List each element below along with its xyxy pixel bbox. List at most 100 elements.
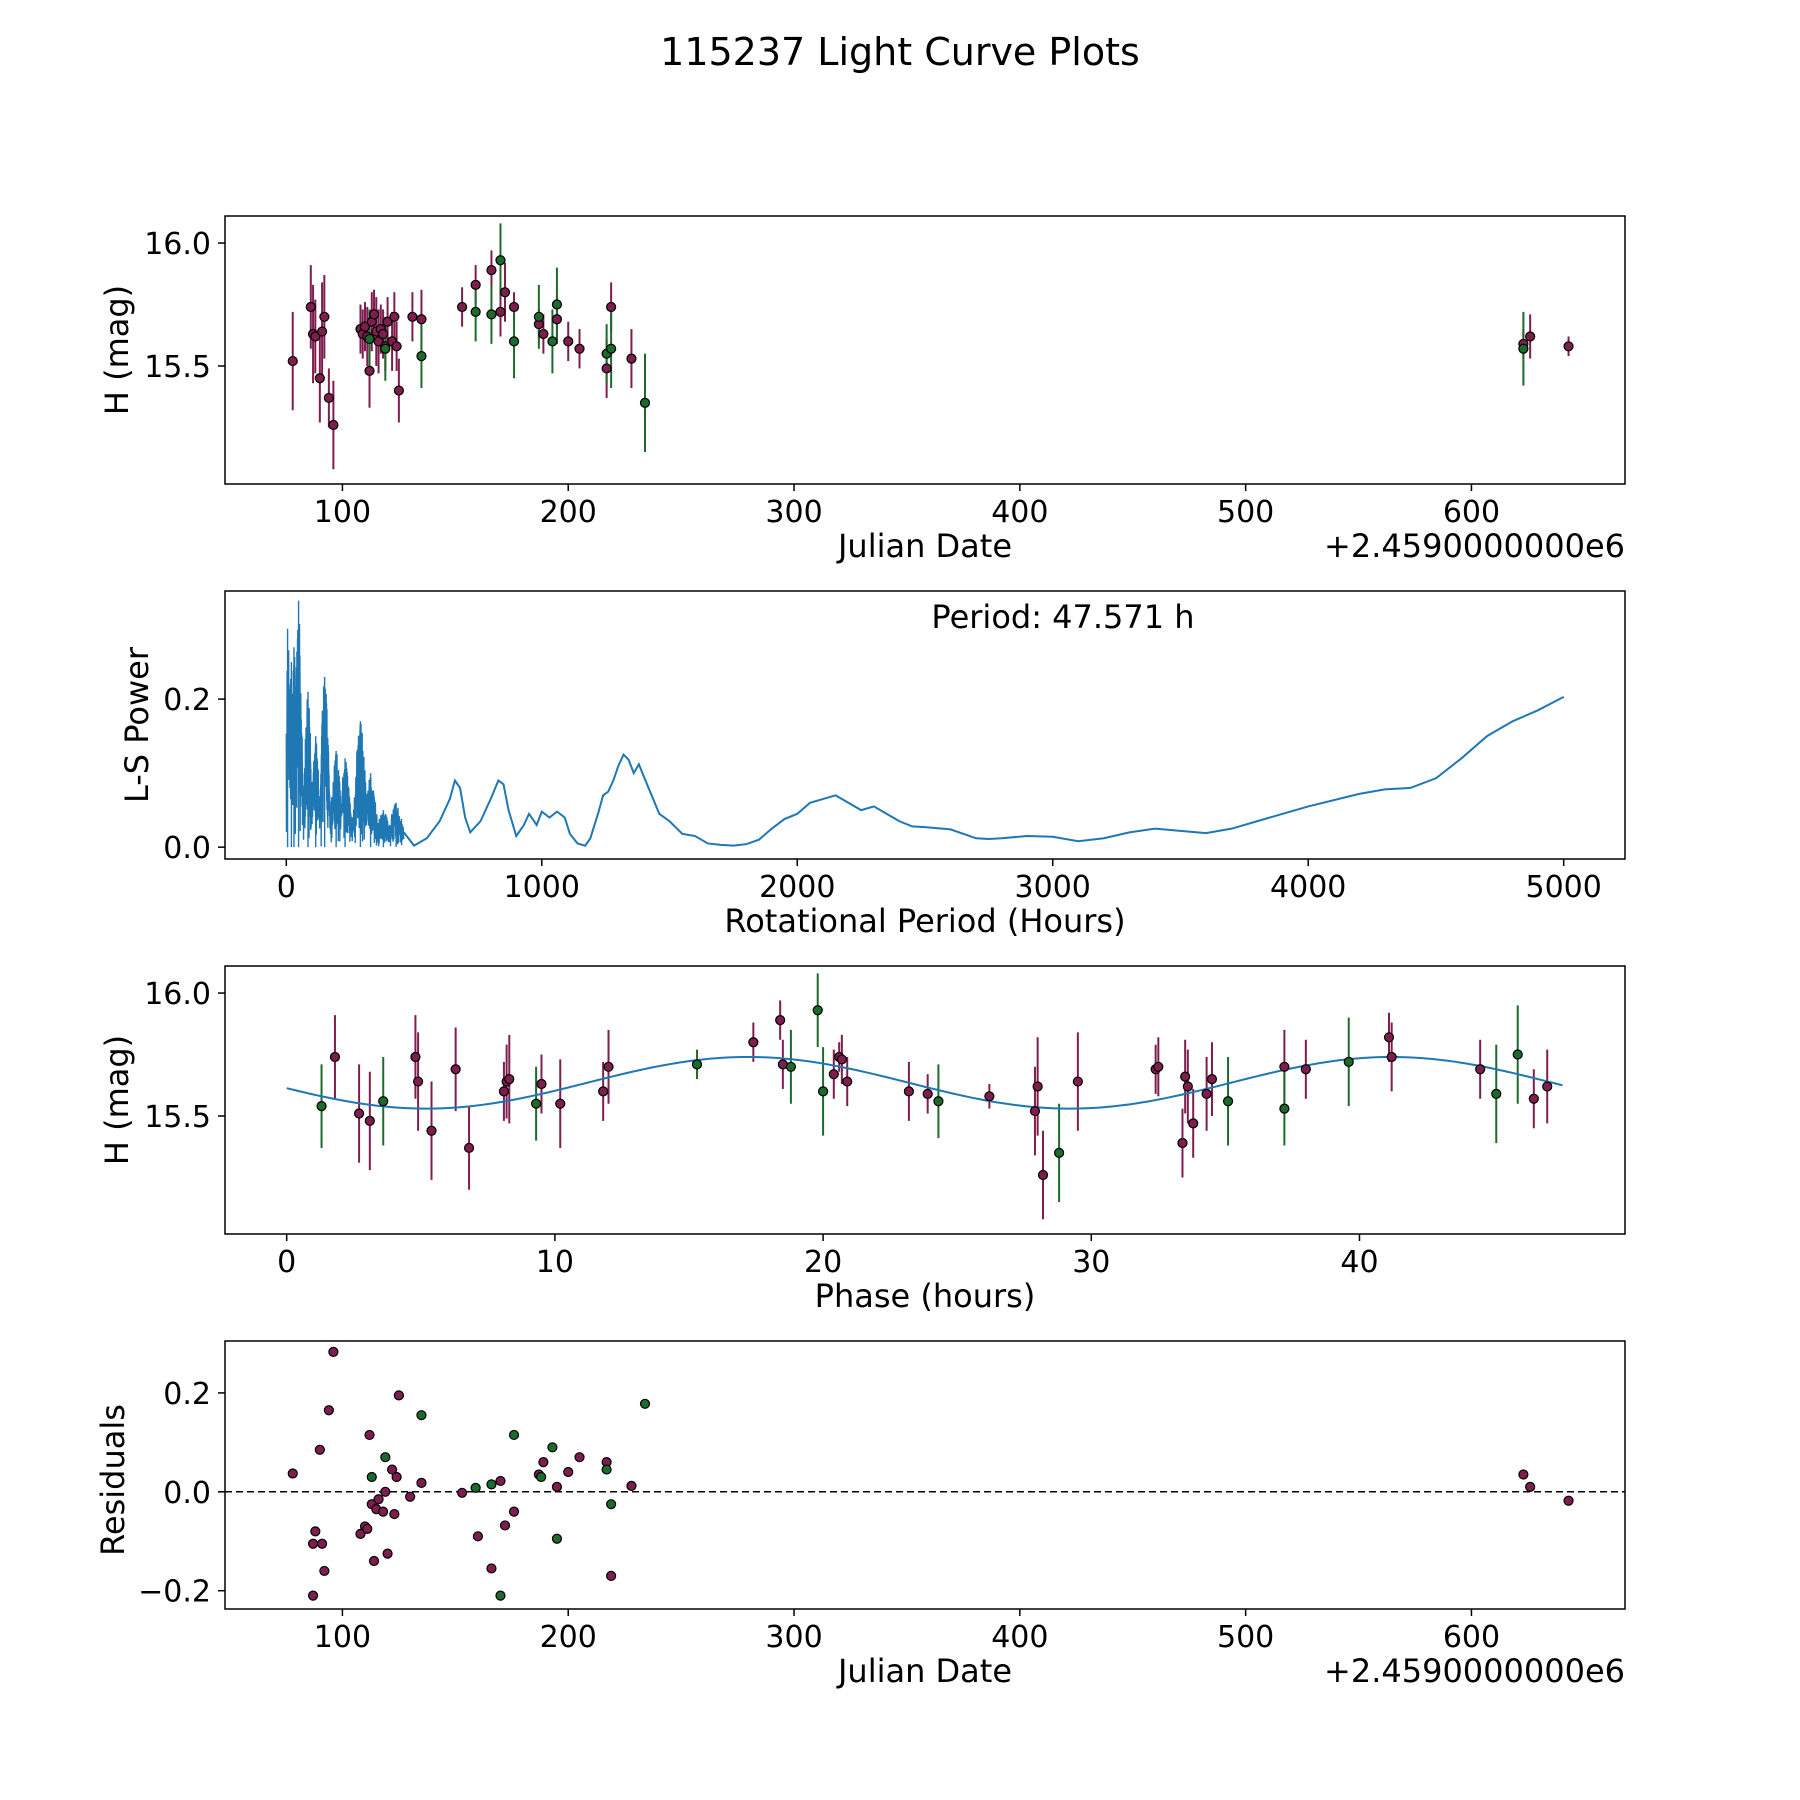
phasefold-point <box>1222 1096 1234 1107</box>
residuals-point <box>287 1468 298 1479</box>
phasefold-point <box>1053 1147 1065 1158</box>
residuals-xlabel: Julian Date <box>836 1652 1012 1690</box>
residuals-point <box>364 1429 375 1441</box>
phasefold-point <box>1512 1049 1523 1060</box>
phasefold-point <box>775 1014 786 1026</box>
residuals-ytick-label: 0.0 <box>163 1476 211 1511</box>
phasefold-point <box>555 1098 566 1109</box>
lightcurve-point <box>551 299 563 310</box>
lightcurve-ticks: 100 200 300 400 500 600 15.5 16.0 <box>144 227 1500 530</box>
residuals-point <box>393 1390 404 1401</box>
periodogram-xtick-label: 0 <box>277 870 296 905</box>
residuals-point <box>328 1346 339 1357</box>
residuals-point <box>307 1590 319 1601</box>
residuals-point <box>606 1499 617 1510</box>
lightcurve-point <box>328 419 339 431</box>
phasefold-point <box>364 1115 375 1126</box>
lightcurve-point <box>389 311 400 322</box>
residuals-point <box>416 1410 427 1421</box>
lightcurve-ylabel: H (mag) <box>98 285 136 415</box>
lightcurve-point <box>495 306 506 317</box>
phasefold-point <box>1383 1032 1395 1043</box>
phasefold-ylabel: H (mag) <box>98 1035 136 1165</box>
phasefold-point <box>1386 1051 1397 1063</box>
periodogram-ylabel: L-S Power <box>118 646 156 803</box>
residuals-axes-frame <box>224 1340 1626 1610</box>
lightcurve-xtick-label: 400 <box>991 495 1048 530</box>
lightcurve-point <box>364 333 375 345</box>
lightcurve-xtick-label: 600 <box>1443 495 1500 530</box>
lightcurve-point <box>310 331 321 342</box>
phasefold-point <box>463 1142 475 1154</box>
lightcurve-point <box>563 336 574 347</box>
periodogram-ytick-label: 0.2 <box>163 683 211 718</box>
periodogram-xtick-label: 3000 <box>1015 870 1091 905</box>
lightcurve-point <box>1525 331 1536 342</box>
residuals-ytick-label: −0.2 <box>138 1575 211 1610</box>
residuals-point <box>316 1538 328 1549</box>
residuals-point <box>389 1508 400 1520</box>
periodogram-plot-area <box>285 600 1565 848</box>
periodogram-xtick-label: 4000 <box>1270 870 1346 905</box>
lightcurve-point <box>314 373 325 384</box>
residuals-point <box>323 1405 334 1416</box>
phasefold-point <box>817 1086 829 1097</box>
lightcurve-point <box>287 355 298 367</box>
phasefold-point <box>1343 1056 1354 1067</box>
phasefold-point <box>842 1076 853 1087</box>
residuals-plot-area <box>225 1346 1625 1601</box>
phasefold-plot-area <box>286 973 1563 1220</box>
lightcurve-point <box>1563 341 1574 352</box>
residuals-point <box>495 1475 506 1487</box>
lightcurve-xtick-label: 100 <box>314 495 371 530</box>
lightcurve-point <box>486 309 497 320</box>
lightcurve-point <box>574 343 585 354</box>
lightcurve-xtick-label: 300 <box>765 495 822 530</box>
residuals-point <box>606 1570 617 1581</box>
lightcurve-point <box>416 314 427 325</box>
lightcurve-point <box>305 301 316 313</box>
lightcurve-point <box>391 341 402 352</box>
lightcurve-xtick-label: 500 <box>1217 495 1274 530</box>
residuals-point <box>405 1491 416 1502</box>
residuals-point <box>368 1555 380 1567</box>
phasefold-xtick-label: 30 <box>1072 1245 1110 1280</box>
phasefold-point <box>1153 1061 1164 1072</box>
phasefold-point <box>812 1005 823 1016</box>
residuals-point <box>601 1464 612 1475</box>
residuals-point <box>499 1520 511 1531</box>
periodogram-dense-trace <box>285 600 405 848</box>
lightcurve-point <box>495 255 506 266</box>
residuals-point <box>382 1548 393 1559</box>
phasefold-point <box>1206 1074 1218 1085</box>
residuals-point <box>319 1565 330 1577</box>
figure-title: 115237 Light Curve Plots <box>660 30 1140 74</box>
phasefold-ytick-label: 16.0 <box>144 977 211 1012</box>
residuals-point <box>486 1563 497 1574</box>
residuals-xtick-label: 100 <box>314 1620 371 1655</box>
phasefold-point <box>922 1088 933 1099</box>
lightcurve-point <box>508 336 520 347</box>
phasefold-point <box>413 1076 424 1087</box>
lightcurve-point <box>551 314 563 325</box>
phasefold-point <box>933 1096 944 1107</box>
phasefold-point <box>1177 1137 1188 1149</box>
lightcurve-point <box>626 353 637 364</box>
phasefold-point <box>498 1086 510 1097</box>
residuals-point <box>355 1528 366 1539</box>
residuals-point <box>314 1444 325 1455</box>
periodogram-xtick-label: 5000 <box>1526 870 1602 905</box>
residuals-ytick-label: 0.2 <box>163 1377 211 1412</box>
residuals-point <box>547 1442 558 1453</box>
lightcurve-point <box>359 321 371 332</box>
lightcurve-point <box>470 279 481 290</box>
phasefold-point <box>1180 1071 1191 1082</box>
period-annotation: Period: 47.571 h <box>931 598 1194 636</box>
phasefold-panel: 0 10 20 30 40 15.5 16.0 Phase (hours) H (mag) <box>98 965 1626 1315</box>
phasefold-point <box>984 1091 995 1102</box>
phasefold-point <box>536 1078 547 1090</box>
residuals-point <box>551 1533 563 1544</box>
periodogram-ticks: 0 1000 2000 3000 4000 5000 0.0 0.2 <box>163 683 1602 905</box>
phasefold-point <box>836 1054 847 1065</box>
lightcurve-axes-frame <box>224 215 1626 485</box>
